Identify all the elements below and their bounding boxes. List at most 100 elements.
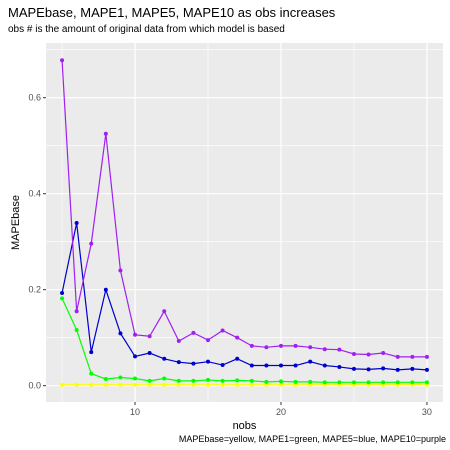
data-point-1: [191, 382, 196, 387]
data-point-3: [118, 331, 123, 336]
data-point-1: [74, 382, 79, 387]
data-point-4: [235, 335, 240, 340]
data-point-1: [206, 382, 211, 387]
data-point-2: [74, 328, 79, 333]
data-point-4: [410, 354, 415, 359]
data-point-2: [395, 380, 400, 385]
data-point-2: [381, 380, 386, 385]
data-point-3: [424, 367, 429, 372]
data-point-2: [206, 377, 211, 382]
data-point-3: [381, 366, 386, 371]
data-point-3: [220, 363, 225, 368]
data-point-2: [322, 380, 327, 385]
series-line-2: [61, 298, 427, 383]
data-point-3: [293, 363, 298, 368]
data-point-4: [278, 343, 283, 348]
data-point-3: [103, 287, 108, 292]
data-point-4: [118, 268, 123, 273]
data-point-2: [264, 379, 269, 384]
data-point-2: [191, 378, 196, 383]
data-point-4: [147, 334, 152, 339]
data-point-1: [293, 382, 298, 387]
grid-minor: [46, 43, 443, 402]
data-point-3: [410, 366, 415, 371]
data-point-1: [147, 382, 152, 387]
data-point-4: [103, 131, 108, 136]
data-point-3: [278, 363, 283, 368]
data-point-4: [322, 347, 327, 352]
data-point-2: [424, 380, 429, 385]
data-point-3: [206, 359, 211, 364]
y-axis-title: MAPEbase: [10, 195, 22, 250]
data-point-1: [264, 382, 269, 387]
data-point-2: [89, 371, 94, 376]
data-point-4: [395, 354, 400, 359]
data-point-2: [410, 380, 415, 385]
data-point-4: [162, 309, 167, 314]
y-tick-label: 0.4: [28, 189, 41, 199]
x-tick-label: 20: [276, 407, 286, 417]
data-point-2: [366, 380, 371, 385]
data-point-4: [89, 241, 94, 246]
data-point-1: [133, 382, 138, 387]
data-point-4: [220, 328, 225, 333]
grid-major: [46, 43, 443, 402]
data-point-2: [103, 376, 108, 381]
data-point-1: [220, 382, 225, 387]
data-point-3: [74, 220, 79, 225]
y-tick-label: 0.0: [28, 381, 41, 391]
data-point-4: [249, 343, 254, 348]
data-point-1: [103, 382, 108, 387]
data-point-4: [424, 354, 429, 359]
data-point-4: [191, 330, 196, 335]
data-point-3: [308, 359, 313, 364]
data-point-1: [89, 382, 94, 387]
data-point-4: [293, 343, 298, 348]
data-point-3: [395, 367, 400, 372]
data-point-3: [337, 364, 342, 369]
data-point-4: [206, 338, 211, 343]
x-axis-title: nobs: [233, 420, 257, 432]
data-point-4: [337, 347, 342, 352]
data-point-3: [191, 361, 196, 366]
data-point-1: [235, 382, 240, 387]
data-point-3: [147, 351, 152, 356]
data-point-3: [235, 356, 240, 361]
data-point-1: [249, 382, 254, 387]
data-point-4: [176, 339, 181, 344]
data-point-4: [74, 309, 79, 314]
data-point-1: [278, 382, 283, 387]
data-point-2: [118, 375, 123, 380]
data-point-1: [60, 382, 65, 387]
data-point-2: [235, 378, 240, 383]
data-point-2: [278, 379, 283, 384]
data-point-3: [133, 354, 138, 359]
series-layer: [60, 58, 429, 387]
data-point-4: [308, 345, 313, 350]
data-point-4: [264, 345, 269, 350]
data-point-2: [337, 380, 342, 385]
data-point-2: [147, 378, 152, 383]
data-point-3: [162, 356, 167, 361]
axis-ticks: 10 20 30 0.0 0.2 0.4 0.6: [28, 93, 431, 417]
series-line-4: [61, 60, 427, 358]
data-point-4: [133, 332, 138, 337]
data-point-1: [176, 382, 181, 387]
data-point-2: [176, 378, 181, 383]
data-point-3: [89, 350, 94, 355]
chart-caption: MAPEbase=yellow, MAPE1=green, MAPE5=blue…: [178, 434, 446, 444]
data-point-4: [366, 352, 371, 357]
data-point-3: [60, 291, 65, 296]
data-point-2: [60, 296, 65, 301]
data-point-2: [293, 379, 298, 384]
y-tick-label: 0.2: [28, 285, 41, 295]
series-line-3: [61, 222, 427, 371]
data-point-4: [381, 351, 386, 356]
data-point-1: [162, 382, 167, 387]
plot-panel: [46, 43, 443, 402]
data-point-2: [351, 380, 356, 385]
data-point-3: [264, 363, 269, 368]
data-point-2: [162, 376, 167, 381]
data-point-3: [176, 360, 181, 365]
